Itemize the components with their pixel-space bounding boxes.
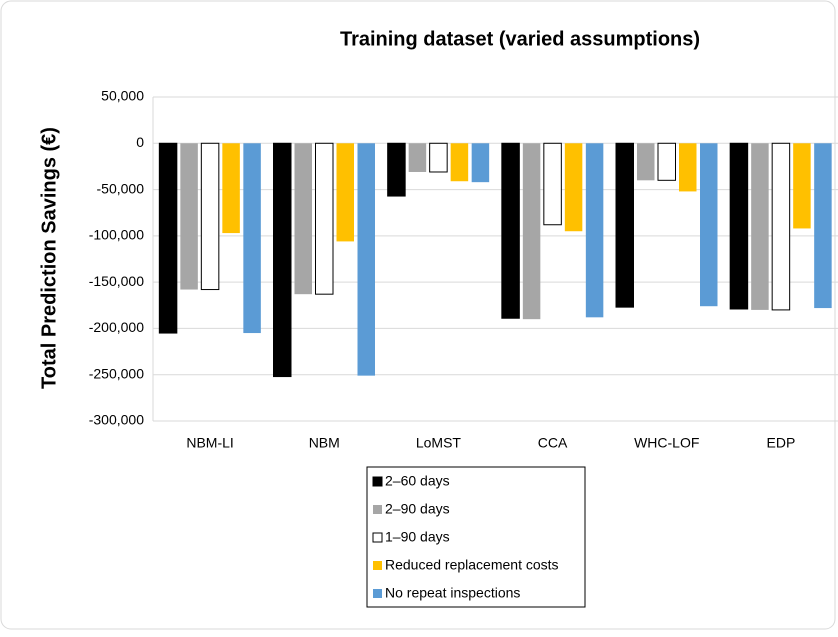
legend-swatch [372, 532, 383, 543]
bar [543, 142, 562, 226]
bar [158, 142, 178, 334]
bar [564, 143, 583, 232]
y-tick-label: -150,000 [89, 273, 144, 289]
bar [180, 143, 198, 290]
legend-swatch [373, 505, 382, 514]
chart-title: Training dataset (varied assumptions) [340, 28, 700, 50]
bar [700, 143, 718, 307]
legend-label: No repeat inspections [385, 585, 520, 601]
y-tick-label: -200,000 [89, 319, 144, 335]
y-tick-label: 0 [136, 134, 144, 150]
bar [200, 142, 220, 291]
legend [366, 466, 586, 608]
bar [679, 143, 697, 192]
legend-label: 2–90 days [385, 501, 450, 517]
legend-label: 1–90 days [385, 529, 450, 545]
bar [522, 143, 541, 320]
y-tick-label: 50,000 [101, 88, 144, 104]
bar [637, 143, 655, 181]
bar [585, 143, 604, 318]
bar [336, 143, 354, 242]
x-tick-label: NBM-LI [186, 435, 233, 451]
bar [387, 142, 406, 197]
bar [294, 143, 312, 295]
bar [615, 142, 634, 308]
bar [243, 143, 261, 334]
x-tick-label: NBM [309, 435, 340, 451]
x-tick-label: LoMST [416, 435, 462, 451]
bar [429, 142, 448, 173]
y-tick-label: -100,000 [89, 227, 144, 243]
bar [793, 143, 811, 229]
bar [273, 142, 292, 378]
y-axis-title: Total Prediction Savings (€) [38, 127, 60, 389]
bar [315, 142, 334, 295]
y-tick-label: -250,000 [89, 365, 144, 381]
x-tick-label: EDP [767, 435, 796, 451]
legend-label: Reduced replacement costs [385, 557, 559, 573]
bar [814, 143, 832, 309]
bar [771, 142, 791, 311]
bar [729, 142, 749, 310]
y-tick-label: -300,000 [89, 412, 144, 428]
bar [751, 143, 769, 310]
y-tick-label: -50,000 [97, 180, 145, 196]
legend-swatch [373, 589, 382, 598]
bar [222, 143, 240, 234]
legend-label: 2–60 days [385, 473, 450, 489]
legend-swatch [373, 561, 382, 570]
bar [450, 143, 469, 182]
legend-swatch [372, 476, 383, 487]
bar [408, 143, 427, 172]
bar [657, 142, 676, 181]
bar [357, 143, 375, 376]
x-tick-label: WHC-LOF [634, 435, 699, 451]
x-tick-label: CCA [538, 435, 568, 451]
bar [501, 142, 520, 319]
bar [471, 143, 490, 183]
